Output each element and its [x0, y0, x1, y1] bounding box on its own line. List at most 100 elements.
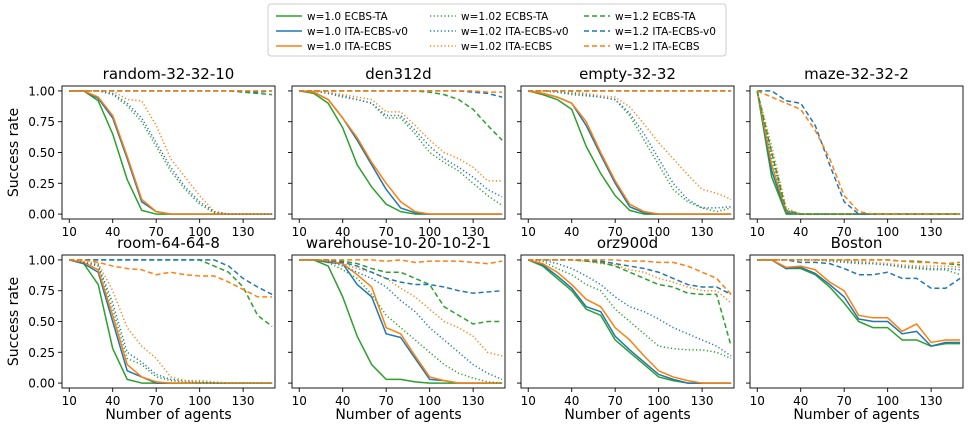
- legend: w=1.0 ECBS-TA w=1.0 ITA-ECBS-v0 w=1.0 ITA-…: [267, 3, 727, 57]
- x-tick-label: 40: [105, 225, 120, 239]
- legend-box: [267, 3, 727, 57]
- panel-title: den312d: [365, 65, 431, 83]
- x-tick-label: 40: [335, 225, 350, 239]
- x-tick-label: 70: [379, 225, 394, 239]
- y-tick-label: 0.50: [28, 315, 55, 329]
- series-line: [528, 90, 732, 213]
- series-line: [299, 90, 503, 207]
- x-tick-label: 10: [292, 394, 307, 408]
- series-line: [299, 90, 503, 215]
- series-line: [528, 259, 732, 384]
- panel-5: warehouse-10-20-10-2-1 10 40 70 100 130Number…: [288, 234, 506, 423]
- series-line: [299, 259, 503, 384]
- x-axis-label: Number of agents: [564, 407, 690, 423]
- series-line: [756, 90, 961, 215]
- y-axis-label: Success rate: [6, 108, 22, 197]
- axes-frame: [291, 254, 506, 389]
- series-line: [299, 90, 503, 93]
- series-line: [69, 259, 273, 384]
- series-line: [756, 90, 961, 215]
- series-line: [69, 259, 273, 298]
- x-tick-label: 40: [564, 394, 579, 408]
- x-tick-label: 10: [292, 225, 307, 239]
- x-tick-label: 100: [188, 394, 211, 408]
- y-tick-label: 0.50: [28, 146, 55, 160]
- legend-label: w=1.02 ITA-ECBS: [461, 41, 553, 53]
- x-tick-label: 100: [647, 394, 670, 408]
- panel-3: maze-32-32-2 10 40 70 100 130: [746, 65, 964, 239]
- x-tick-label: 130: [462, 394, 485, 408]
- series-line: [756, 90, 961, 215]
- x-tick-label: 100: [876, 225, 899, 239]
- series-line: [299, 90, 503, 141]
- x-tick-label: 100: [418, 225, 441, 239]
- x-tick-label: 40: [105, 394, 120, 408]
- series-line: [757, 259, 961, 347]
- x-tick-label: 70: [608, 394, 623, 408]
- panel-title: warehouse-10-20-10-2-1: [306, 234, 491, 252]
- series-line: [69, 90, 273, 215]
- panel-title: orz900d: [597, 234, 658, 252]
- axes-frame: [61, 254, 276, 389]
- x-tick-label: 100: [876, 394, 899, 408]
- y-tick-label: 0.25: [28, 177, 55, 191]
- panel-title: Boston: [831, 234, 883, 252]
- series-line: [757, 90, 961, 215]
- panel-1: den312d 10 40 70 100 130: [288, 65, 506, 239]
- x-tick-label: 70: [149, 225, 164, 239]
- series-line: [69, 259, 273, 384]
- legend-label: w=1.2 ECBS-TA: [615, 11, 696, 23]
- series-line: [528, 90, 732, 200]
- series-line: [756, 90, 961, 215]
- series-line: [299, 259, 503, 265]
- x-tick-label: 70: [608, 225, 623, 239]
- panel-title: maze-32-32-2: [804, 65, 909, 83]
- series-line: [528, 90, 732, 215]
- series-line: [299, 90, 503, 98]
- series-line: [528, 259, 732, 295]
- legend-label: w=1.02 ITA-ECBS-v0: [461, 26, 569, 38]
- x-tick-label: 130: [691, 225, 714, 239]
- x-tick-label: 70: [379, 394, 394, 408]
- series-line: [756, 90, 961, 215]
- x-tick-label: 70: [837, 394, 852, 408]
- series-line: [756, 90, 961, 215]
- series-line: [69, 259, 273, 384]
- series-line: [528, 90, 732, 215]
- x-axis-label: Number of agents: [793, 407, 919, 423]
- x-tick-label: 10: [521, 225, 536, 239]
- x-tick-label: 100: [418, 394, 441, 408]
- series-line: [69, 90, 273, 215]
- series-line: [299, 90, 503, 215]
- series-line: [757, 259, 961, 271]
- series-line: [299, 259, 503, 384]
- series-line: [299, 259, 503, 294]
- series-line: [69, 90, 273, 215]
- series-line: [756, 90, 961, 215]
- series-line: [299, 259, 503, 384]
- x-tick-label: 100: [188, 225, 211, 239]
- series-line: [299, 259, 503, 357]
- legend-label: w=1.0 ITA-ECBS-v0: [307, 26, 408, 38]
- legend-label: w=1.0 ECBS-TA: [307, 11, 388, 23]
- series-line: [69, 90, 273, 215]
- y-tick-label: 0.25: [28, 346, 55, 360]
- series-line: [69, 259, 273, 384]
- axes-frame: [520, 85, 735, 220]
- series-line: [757, 259, 961, 269]
- series-line: [69, 90, 273, 215]
- series-line: [299, 259, 503, 384]
- x-tick-label: 130: [232, 225, 255, 239]
- x-tick-label: 130: [462, 225, 485, 239]
- panels: random-32-32-10 10 40 70 100 130 0.00 0.25 0.50 0…: [6, 65, 964, 423]
- x-tick-label: 10: [62, 394, 77, 408]
- series-line: [528, 259, 732, 360]
- y-tick-label: 0.00: [28, 208, 55, 222]
- x-tick-label: 10: [521, 394, 536, 408]
- y-tick-label: 1.00: [28, 84, 55, 98]
- y-tick-label: 1.00: [28, 253, 55, 267]
- series-line: [757, 259, 961, 347]
- series-line: [69, 90, 273, 215]
- panel-title: room-64-64-8: [117, 234, 220, 252]
